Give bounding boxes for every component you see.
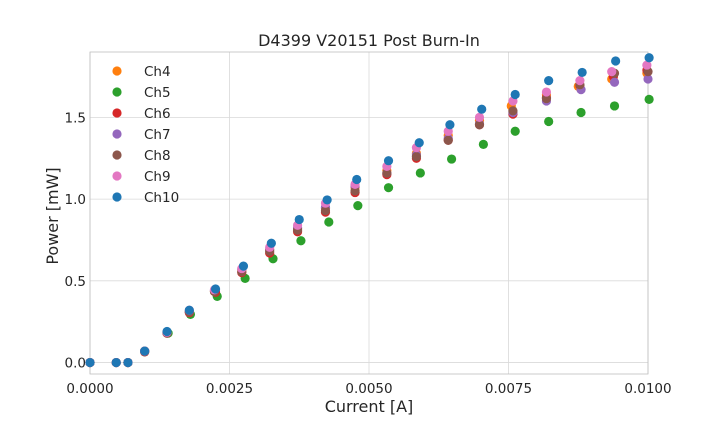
data-point xyxy=(609,77,620,87)
data-point xyxy=(510,126,520,136)
data-point xyxy=(544,116,554,127)
plot-frame xyxy=(89,51,649,375)
legend-item-ch7: Ch7 xyxy=(112,127,171,143)
data-point xyxy=(382,168,392,178)
legend-marker xyxy=(112,87,122,97)
data-point xyxy=(474,112,485,122)
data-point xyxy=(162,326,172,337)
data-point xyxy=(607,67,617,77)
data-point xyxy=(644,94,654,105)
data-point xyxy=(443,135,453,145)
data-point xyxy=(445,120,455,130)
y-tick-label: 0.0 xyxy=(65,356,86,372)
data-point xyxy=(322,195,332,205)
data-point xyxy=(238,261,249,271)
data-point xyxy=(609,101,620,111)
data-point xyxy=(446,154,457,164)
series-ch5 xyxy=(85,94,654,368)
legend-label: Ch6 xyxy=(144,106,171,122)
data-points xyxy=(85,53,654,368)
data-point xyxy=(352,174,362,185)
data-point xyxy=(266,238,276,248)
x-tick-label: 0.0000 xyxy=(66,381,113,397)
data-point xyxy=(541,87,552,97)
data-point xyxy=(508,106,518,116)
legend-label: Ch8 xyxy=(144,148,171,164)
data-point xyxy=(611,56,621,66)
data-point xyxy=(140,346,150,356)
data-point xyxy=(474,120,485,130)
legend-item-ch9: Ch9 xyxy=(112,169,171,185)
y-tick-label: 1.0 xyxy=(65,192,86,208)
legend-label: Ch9 xyxy=(144,169,171,185)
data-point xyxy=(210,284,221,294)
data-point xyxy=(85,357,95,368)
data-point xyxy=(510,89,520,100)
data-point xyxy=(576,107,586,118)
data-point xyxy=(642,60,652,70)
series-ch10 xyxy=(85,53,654,368)
data-point xyxy=(478,139,488,149)
data-point xyxy=(353,201,363,211)
data-point xyxy=(123,357,133,368)
legend-marker xyxy=(112,108,122,118)
legend-marker xyxy=(112,171,122,181)
x-tick-label: 0.0075 xyxy=(485,381,532,397)
data-point xyxy=(415,168,425,178)
data-point xyxy=(383,183,394,193)
data-point xyxy=(324,217,334,227)
data-point xyxy=(477,104,487,114)
data-point xyxy=(294,214,304,225)
legend: Ch4 Ch5 Ch6 Ch7 Ch8 Ch9 Ch10 xyxy=(112,64,179,206)
x-tick-label: 0.0100 xyxy=(624,381,671,397)
chart-title: D4399 V20151 Post Burn-In xyxy=(258,31,480,50)
x-tick-label: 0.0050 xyxy=(345,381,392,397)
legend-label: Ch4 xyxy=(144,64,171,80)
legend-label: Ch5 xyxy=(144,85,171,101)
legend-marker xyxy=(112,150,122,160)
data-point xyxy=(383,156,394,166)
legend-label: Ch10 xyxy=(144,190,179,206)
legend-item-ch4: Ch4 xyxy=(112,64,171,80)
legend-item-ch5: Ch5 xyxy=(112,85,171,101)
x-axis-label: Current [A] xyxy=(325,397,414,416)
grid xyxy=(89,52,649,374)
data-point xyxy=(643,74,653,84)
data-point xyxy=(111,357,121,368)
data-point xyxy=(414,138,424,148)
data-point xyxy=(350,186,360,196)
y-axis-label: Power [mW] xyxy=(43,167,62,264)
data-point xyxy=(575,76,585,86)
legend-item-ch6: Ch6 xyxy=(112,106,171,122)
data-point xyxy=(541,93,552,104)
legend-marker xyxy=(112,129,122,139)
data-point xyxy=(296,236,306,246)
data-point xyxy=(577,67,587,78)
tick-labels: 0.0000 0.0025 0.0050 0.0075 0.0100 0.0 0.5 1.0 1… xyxy=(65,110,672,397)
legend-marker xyxy=(112,192,122,202)
legend-item-ch10: Ch10 xyxy=(112,190,179,206)
data-point xyxy=(644,53,654,63)
x-tick-label: 0.0025 xyxy=(206,381,253,397)
data-point xyxy=(544,76,554,86)
data-point xyxy=(184,305,194,315)
data-point xyxy=(411,152,422,162)
legend-marker xyxy=(112,66,122,76)
y-tick-label: 0.5 xyxy=(65,274,86,290)
data-point xyxy=(320,205,331,216)
y-tick-label: 1.5 xyxy=(65,110,86,126)
legend-label: Ch7 xyxy=(144,127,171,143)
legend-item-ch8: Ch8 xyxy=(112,148,171,164)
